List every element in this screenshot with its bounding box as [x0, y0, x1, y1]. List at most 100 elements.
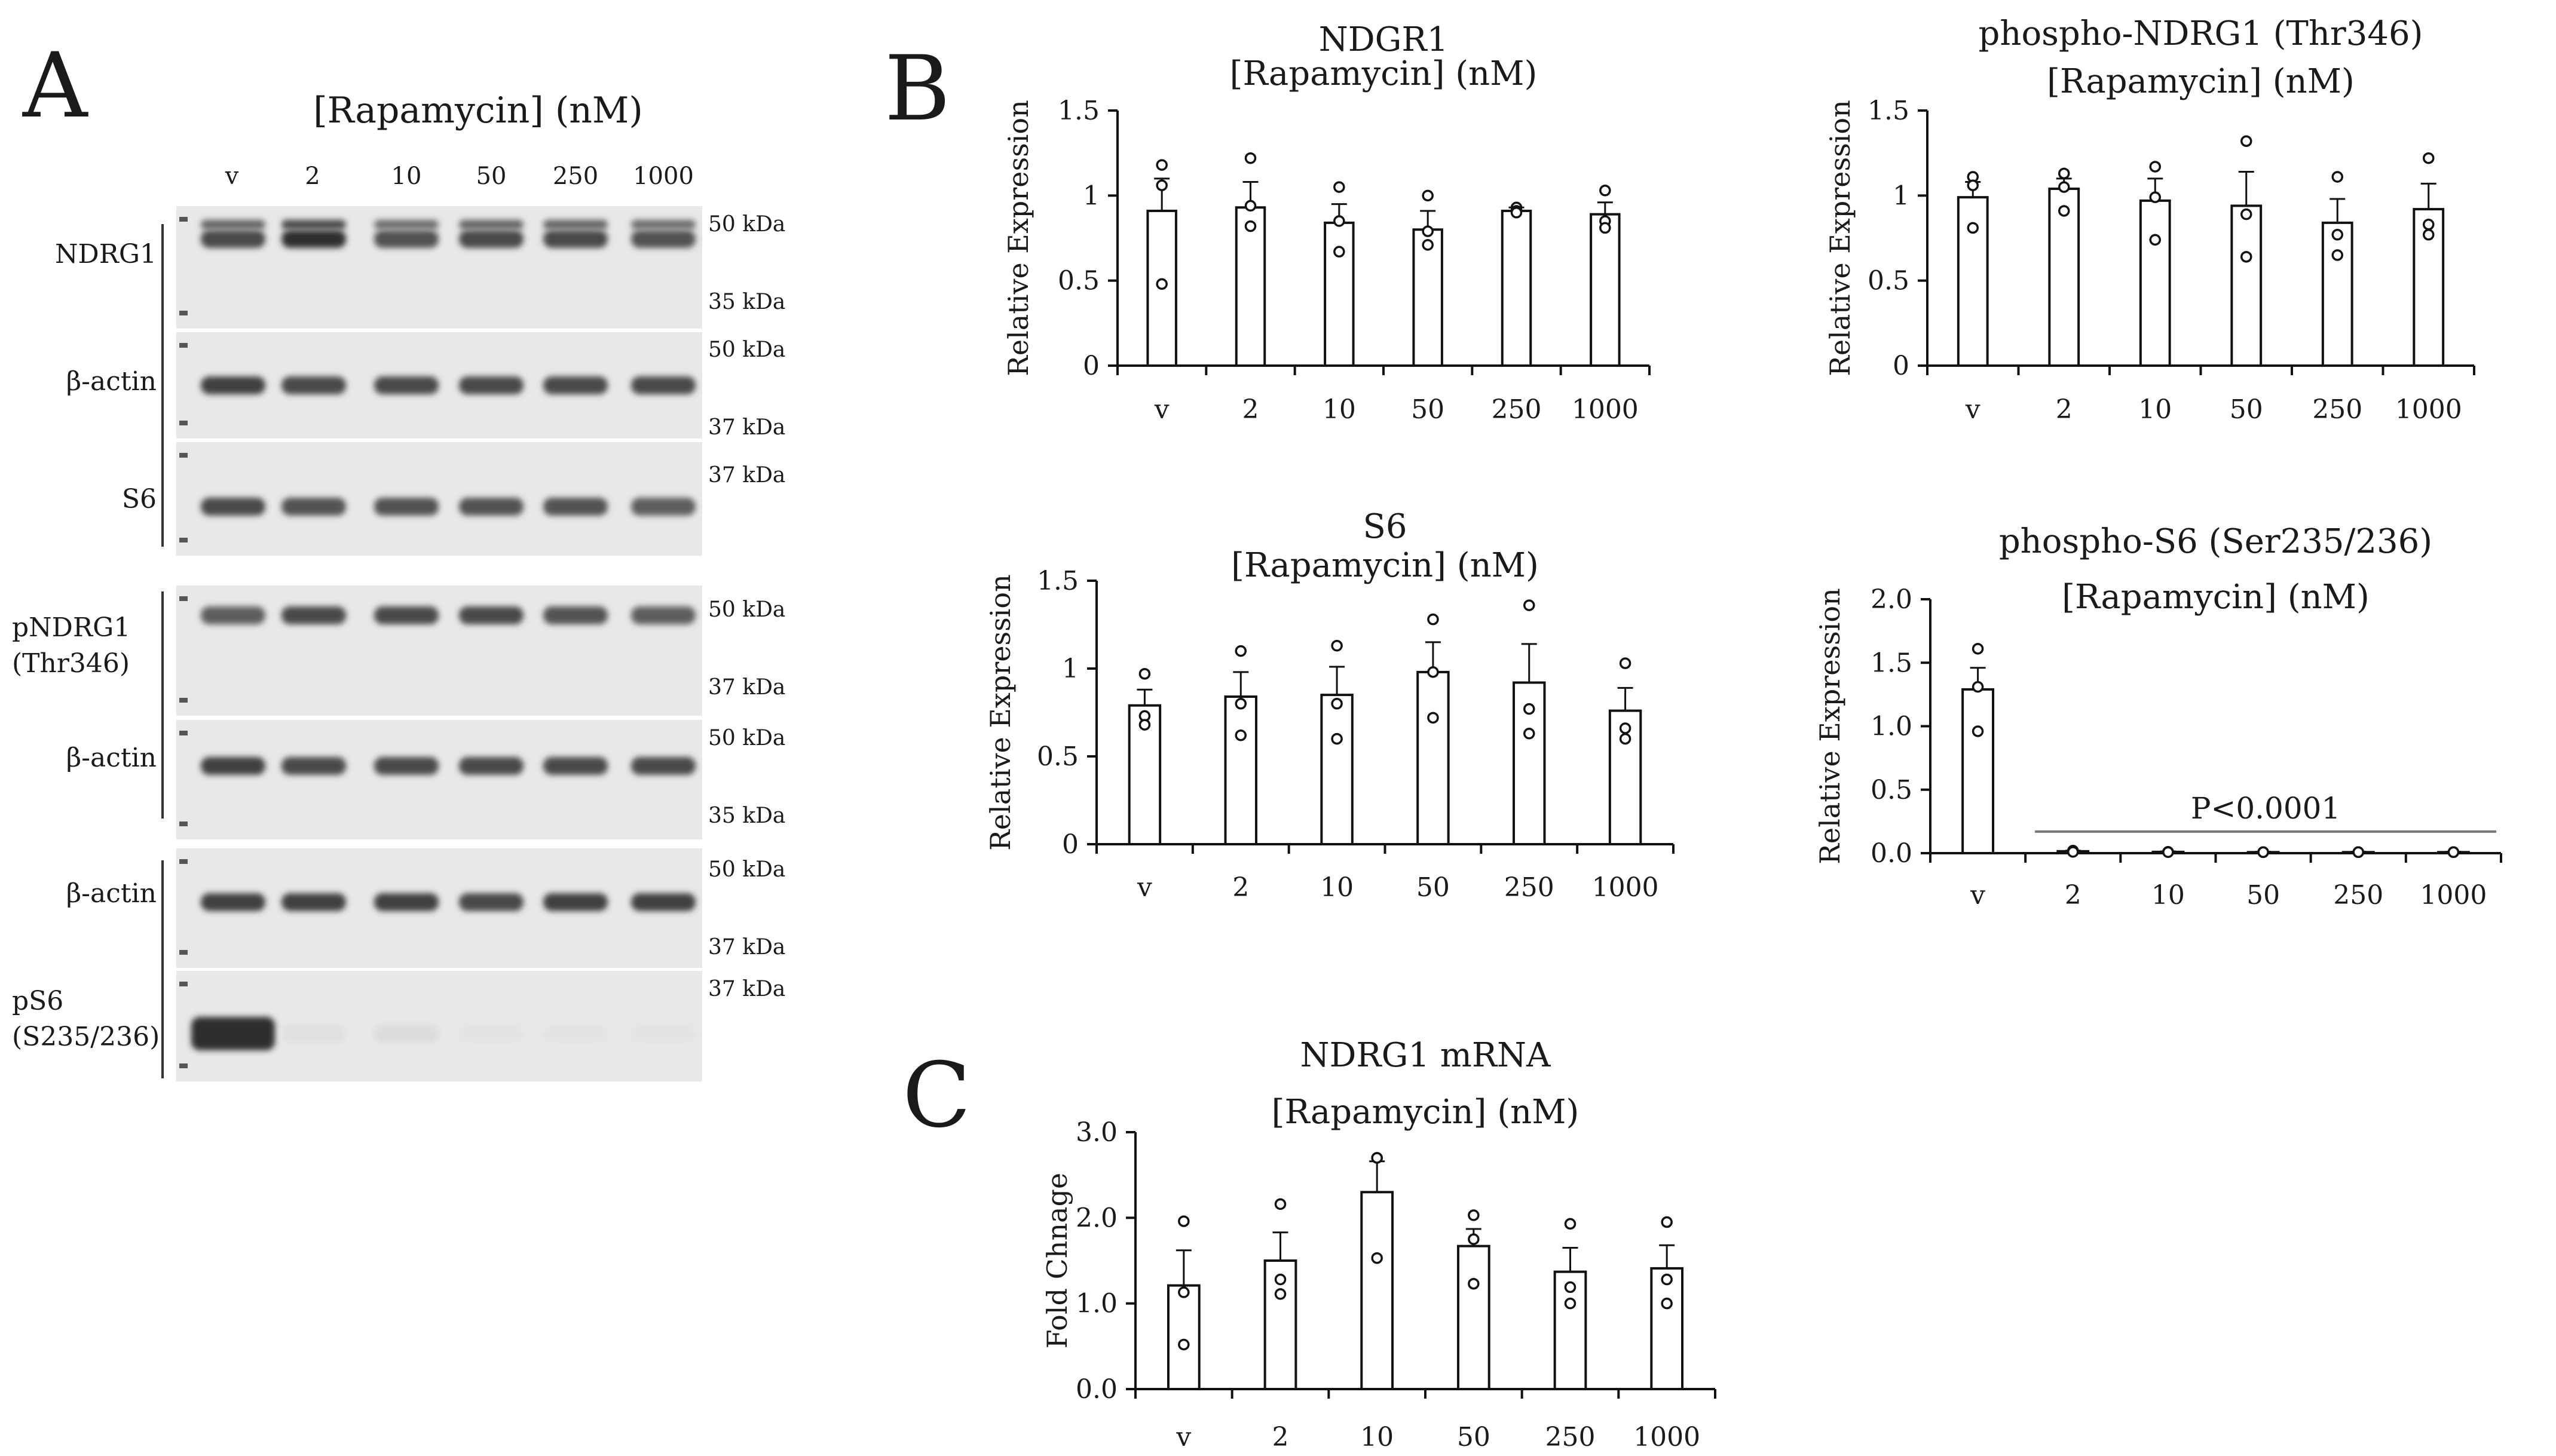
blot-band [631, 606, 696, 624]
data-point [1274, 1273, 1287, 1286]
blot-band [459, 893, 524, 911]
blot-band-upper [459, 220, 524, 229]
data-point [2423, 229, 2435, 241]
data-point [1661, 1297, 1673, 1310]
blot-band [459, 498, 524, 516]
data-point [2162, 846, 2174, 859]
x-tick-label: 10 [2138, 394, 2172, 425]
data-point [1510, 207, 1523, 219]
blot-strip [176, 848, 702, 968]
data-point [1427, 613, 1439, 626]
bar [1513, 681, 1546, 846]
blot-marker-bottom: 35 kDa [708, 290, 785, 314]
ladder-mark [179, 859, 188, 864]
ladder-mark [179, 950, 188, 955]
y-tick-label: 1.5 [1871, 648, 1912, 678]
x-tick-label: 2 [2056, 394, 2073, 425]
ladder-mark [179, 453, 188, 458]
data-point [1244, 152, 1257, 164]
data-point [1274, 1288, 1287, 1300]
blot-band [631, 757, 696, 775]
ladder-mark [179, 343, 188, 348]
data-point [2257, 846, 2269, 859]
chart-subtitle: [Rapamycin] (nM) [1230, 54, 1538, 93]
bar [1650, 1267, 1684, 1390]
data-point [2331, 249, 2343, 261]
x-tick-label: 50 [2230, 394, 2263, 425]
y-tick-label: 0 [1062, 829, 1079, 860]
blot-band [374, 893, 439, 911]
x-tick-label: 10 [1323, 394, 1356, 425]
blot-band [281, 606, 346, 624]
blot-band [201, 230, 265, 248]
blot-row-label: (S235/236) [12, 1022, 160, 1052]
blot-band [281, 498, 346, 516]
blot-band [374, 606, 439, 624]
blot-marker-top: 50 kDa [708, 857, 785, 882]
data-point [2240, 135, 2252, 147]
y-tick-label: 1 [1062, 654, 1079, 684]
y-tick-label: 0.5 [1868, 266, 1909, 296]
x-tick-label: 250 [1545, 1422, 1596, 1452]
data-point [2058, 181, 2070, 193]
data-point [1661, 1216, 1673, 1228]
blot-band [201, 757, 265, 775]
x-tick-label: 50 [2246, 880, 2280, 911]
ladder-mark [179, 698, 188, 703]
blot-marker-top: 37 kDa [708, 463, 785, 488]
data-point [1244, 200, 1257, 212]
ladder-mark [179, 421, 188, 425]
bar [1320, 694, 1354, 845]
data-point [1331, 640, 1343, 652]
blot-row-label: β-actin [66, 366, 157, 397]
blot-band [281, 230, 346, 248]
x-tick-label: 1000 [1572, 394, 1639, 425]
blot-strip [176, 720, 702, 839]
blot-band [459, 757, 524, 775]
data-point [1599, 222, 1611, 234]
data-point [1235, 698, 1247, 710]
data-point [1972, 643, 1984, 655]
blot-lane-label: 50 [476, 163, 507, 190]
data-point [1523, 599, 1535, 611]
bar [2321, 221, 2353, 367]
data-point [1422, 239, 1434, 251]
bar [1416, 670, 1450, 845]
y-tick-label: 1.5 [1868, 96, 1909, 126]
data-point [1972, 681, 1984, 693]
y-axis-label: Relative Expression [984, 574, 1017, 850]
blot-marker-bottom: 37 kDa [708, 415, 785, 440]
blot-marker-top: 50 kDa [708, 597, 785, 622]
y-tick-label: 1.0 [1076, 1289, 1118, 1319]
blot-band-upper [281, 220, 346, 229]
chart-ndrg1: NDGR1[Rapamycin] (nM) Relative Expression… [1002, 20, 1651, 425]
y-tick-label: 3.0 [1076, 1117, 1118, 1148]
ladder-mark [179, 217, 188, 222]
y-tick-label: 0.5 [1037, 741, 1079, 772]
data-point [1523, 728, 1535, 740]
data-point [1619, 657, 1631, 669]
y-axis-label: Relative Expression [1824, 100, 1856, 376]
data-point [1235, 729, 1247, 741]
blot-band [281, 893, 346, 911]
blot-size-markers: 50 kDa 35 kDa 50 kDa 37 kDa 37 kDa 50 kDa 37 k… [708, 212, 785, 1001]
x-tick-label: v [1154, 394, 1170, 425]
blot-band [281, 1025, 346, 1043]
y-tick-label: 2.0 [1076, 1203, 1118, 1233]
chart-subtitle: [Rapamycin] (nM) [1272, 1093, 1579, 1132]
panel-label-c: C [902, 1044, 971, 1148]
blot-strips [176, 206, 702, 1081]
data-point [2067, 846, 2079, 858]
bar [2139, 199, 2171, 367]
data-point [1564, 1281, 1577, 1293]
blot-band [374, 230, 439, 248]
blot-band [543, 230, 608, 248]
bar [2230, 204, 2263, 367]
blot-band [459, 1025, 524, 1043]
data-point [1422, 189, 1434, 202]
blot-lane-labels: v 2 10 50 250 1000 [225, 163, 694, 190]
x-tick-label: 50 [1457, 1422, 1490, 1452]
blot-band [543, 893, 608, 911]
blot-band [631, 1025, 696, 1043]
y-tick-label: 1.5 [1037, 566, 1079, 596]
